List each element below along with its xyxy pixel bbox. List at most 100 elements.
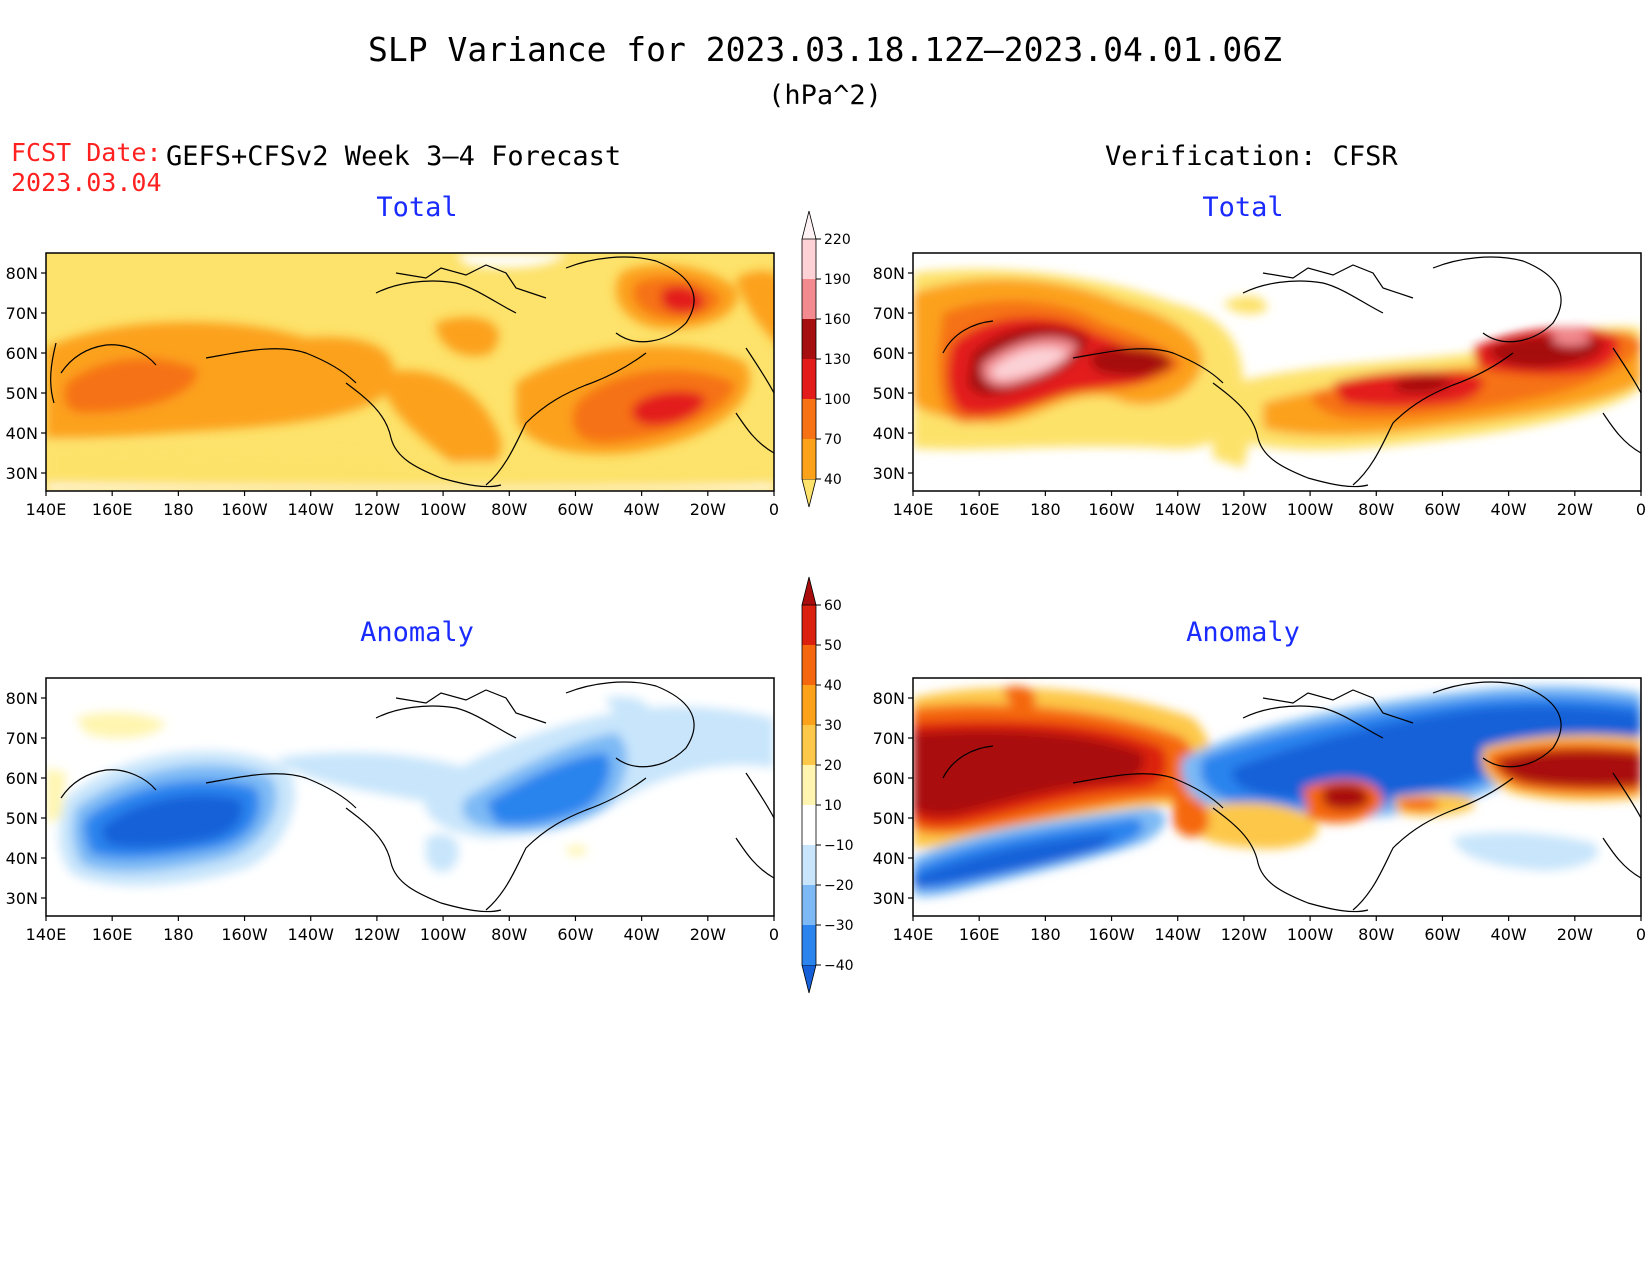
colorbar-label: −20 bbox=[824, 878, 854, 894]
lat-tick-label: 70N bbox=[6, 729, 38, 748]
colorbar-label: 190 bbox=[824, 272, 851, 288]
colorbar-swatch bbox=[802, 725, 816, 765]
lon-tick-label: 0 bbox=[1636, 500, 1646, 519]
panel-title-forecast-total: Total bbox=[376, 192, 458, 223]
map-forecast-total bbox=[45, 252, 775, 492]
lon-tick-label: 120W bbox=[354, 925, 401, 944]
main-title: SLP Variance for 2023.03.18.12Z–2023.04.… bbox=[368, 30, 1282, 69]
lon-tick-label: 80W bbox=[491, 500, 527, 519]
lat-tick-label: 80N bbox=[873, 689, 905, 708]
lon-tick-label: 80W bbox=[491, 925, 527, 944]
lon-tick-label: 160E bbox=[92, 925, 133, 944]
lon-tick-label: 140E bbox=[26, 500, 67, 519]
colorbar-label: 70 bbox=[824, 432, 842, 448]
colorbar-swatch bbox=[802, 239, 816, 279]
lon-tick-label: 100W bbox=[1287, 925, 1334, 944]
panel-title-verification-total: Total bbox=[1202, 192, 1284, 223]
lat-tick-label: 80N bbox=[873, 264, 905, 283]
colorbar-label: 60 bbox=[824, 598, 842, 614]
lat-tick-label: 50N bbox=[6, 809, 38, 828]
lon-tick-label: 0 bbox=[1636, 925, 1646, 944]
lon-tick-label: 160E bbox=[92, 500, 133, 519]
colorbar-swatch bbox=[802, 279, 816, 319]
colorbar-swatch bbox=[802, 765, 816, 805]
lat-tick-label: 50N bbox=[6, 384, 38, 403]
lon-tick-label: 120W bbox=[354, 500, 401, 519]
lon-tick-label: 100W bbox=[1287, 500, 1334, 519]
lon-tick-label: 0 bbox=[769, 925, 779, 944]
colorbar-arrow-low bbox=[801, 478, 817, 508]
lat-tick-label: 40N bbox=[6, 849, 38, 868]
lon-tick-label: 160W bbox=[1088, 925, 1135, 944]
colorbar-swatch bbox=[802, 645, 816, 685]
lat-tick-label: 60N bbox=[6, 769, 38, 788]
colorbar-label: 40 bbox=[824, 678, 842, 694]
colorbar-label: 20 bbox=[824, 758, 842, 774]
lon-tick-label: 160W bbox=[221, 500, 268, 519]
lat-tick-label: 30N bbox=[873, 464, 905, 483]
colorbar-total: 40 70 100 130 160 190 220 bbox=[801, 210, 851, 508]
verification-header: Verification: CFSR bbox=[1105, 141, 1398, 172]
lat-tick-label: 50N bbox=[873, 809, 905, 828]
colorbar-label: 160 bbox=[824, 312, 851, 328]
colorbar-label: 130 bbox=[824, 352, 851, 368]
lon-tick-label: 80W bbox=[1358, 500, 1394, 519]
colorbar-swatch bbox=[802, 399, 816, 439]
lon-tick-label: 100W bbox=[420, 925, 467, 944]
lon-tick-label: 40W bbox=[1491, 500, 1527, 519]
lon-tick-label: 60W bbox=[1424, 925, 1460, 944]
lat-tick-label: 40N bbox=[6, 424, 38, 443]
lon-tick-label: 160E bbox=[959, 925, 1000, 944]
colorbar-label: −40 bbox=[824, 958, 854, 974]
map-verification-total bbox=[912, 252, 1642, 492]
lon-tick-label: 140W bbox=[1155, 925, 1202, 944]
lon-tick-label: 40W bbox=[624, 500, 660, 519]
lon-tick-label: 120W bbox=[1221, 925, 1268, 944]
lat-tick-label: 30N bbox=[6, 889, 38, 908]
lat-tick-label: 80N bbox=[6, 689, 38, 708]
lat-tick-label: 80N bbox=[6, 264, 38, 283]
colorbar-label: 40 bbox=[824, 472, 842, 488]
lon-tick-label: 140W bbox=[1155, 500, 1202, 519]
lon-tick-label: 180 bbox=[1030, 925, 1061, 944]
lon-tick-label: 40W bbox=[1491, 925, 1527, 944]
colorbar-label: −30 bbox=[824, 918, 854, 934]
lon-tick-label: 140E bbox=[26, 925, 67, 944]
lon-tick-label: 20W bbox=[690, 925, 726, 944]
map-verification-anomaly bbox=[912, 677, 1642, 917]
fcst-date-label: FCST Date: bbox=[11, 138, 162, 167]
colorbar-arrow-low bbox=[801, 964, 817, 994]
colorbar-swatch bbox=[802, 845, 816, 885]
colorbar-swatch bbox=[802, 605, 816, 645]
colorbar-label: 100 bbox=[824, 392, 851, 408]
lon-tick-label: 20W bbox=[690, 500, 726, 519]
colorbar-swatch bbox=[802, 885, 816, 925]
units-label: (hPa^2) bbox=[768, 80, 882, 111]
lat-tick-label: 60N bbox=[873, 769, 905, 788]
colorbar-label: 220 bbox=[824, 232, 851, 248]
panel-title-forecast-anomaly: Anomaly bbox=[360, 617, 474, 648]
axes-layer: 80N 70N 60N 50N 40N 30N 140E 160E 180 160W 140W 120… bbox=[6, 264, 1646, 944]
colorbar-label: −10 bbox=[824, 838, 854, 854]
colorbar-swatch bbox=[802, 925, 816, 965]
lon-tick-label: 60W bbox=[557, 925, 593, 944]
lon-tick-label: 100W bbox=[420, 500, 467, 519]
colorbar-anomaly: −40 −30 −20 −10 10 20 30 40 50 60 bbox=[801, 576, 854, 994]
colorbar-swatch bbox=[802, 439, 816, 479]
lat-tick-label: 70N bbox=[873, 304, 905, 323]
lon-tick-label: 20W bbox=[1557, 925, 1593, 944]
lat-tick-label: 30N bbox=[873, 889, 905, 908]
lon-tick-label: 180 bbox=[1030, 500, 1061, 519]
lon-tick-label: 140W bbox=[288, 500, 335, 519]
colorbar-arrow-high bbox=[801, 210, 817, 240]
colorbar-arrow-high bbox=[801, 576, 817, 606]
lon-tick-label: 80W bbox=[1358, 925, 1394, 944]
lat-tick-label: 60N bbox=[873, 344, 905, 363]
lon-tick-label: 160W bbox=[1088, 500, 1135, 519]
colorbar-label: 30 bbox=[824, 718, 842, 734]
colorbar-label: 10 bbox=[824, 798, 842, 814]
lat-tick-label: 40N bbox=[873, 849, 905, 868]
lon-tick-label: 160W bbox=[221, 925, 268, 944]
lon-tick-label: 180 bbox=[163, 925, 194, 944]
